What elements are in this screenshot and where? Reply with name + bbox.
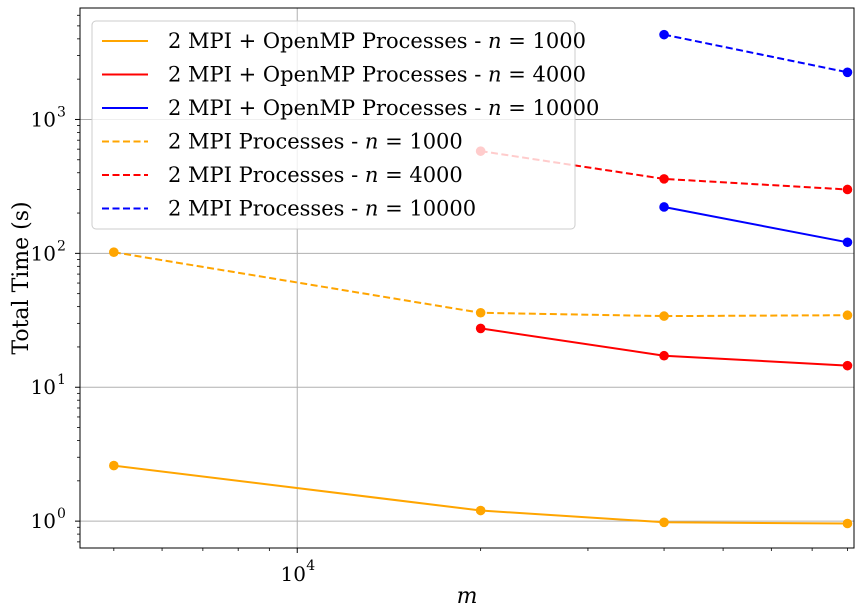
series-4 [109, 247, 853, 321]
y-axis-label: Total Time (s) [9, 201, 34, 354]
data-point [842, 518, 853, 529]
data-point [842, 310, 853, 321]
y-tick-label: 10 [31, 241, 56, 265]
data-point [659, 174, 669, 184]
data-point [842, 67, 853, 78]
data-point [475, 307, 486, 318]
data-point [659, 29, 669, 40]
x-tick-label: 10 [281, 562, 306, 586]
series-line [113, 251, 848, 318]
legend-label: 2 MPI + OpenMP Processes - n = 4000 [168, 63, 586, 87]
legend: 2 MPI + OpenMP Processes - n = 1000 2 MPI… [91, 20, 599, 230]
series-line [113, 464, 848, 525]
y-tick-exponent: 0 [57, 506, 66, 522]
x-axis-label: m [457, 584, 478, 609]
data-point [659, 202, 669, 212]
y-tick-exponent: 2 [57, 238, 66, 254]
legend-label: 2 MPI Processes - n = 4000 [168, 163, 463, 187]
series-1 [109, 460, 853, 529]
y-tick-label: 10 [31, 375, 56, 399]
legend-frame [91, 20, 576, 230]
series-line [663, 206, 848, 244]
series-layer [109, 29, 853, 529]
plot-frame [79, 7, 855, 549]
series-6 [659, 29, 853, 78]
data-point [842, 360, 853, 371]
y-tick-exponent: 3 [57, 104, 66, 120]
series-2 [475, 323, 853, 371]
legend-label: 2 MPI + OpenMP Processes - n = 1000 [168, 29, 586, 53]
y-tick-label: 10 [31, 107, 56, 131]
legend-label: 2 MPI Processes - n = 1000 [168, 130, 463, 154]
legend-label: 2 MPI Processes - n = 10000 [168, 197, 476, 221]
data-point [659, 517, 669, 528]
data-point [475, 505, 486, 516]
data-point [475, 323, 486, 334]
data-point [659, 311, 669, 321]
y-tick-exponent: 1 [57, 372, 66, 388]
series-line [663, 33, 848, 74]
data-point [842, 184, 853, 195]
data-point [109, 460, 119, 471]
legend-label: 2 MPI + OpenMP Processes - n = 10000 [168, 96, 599, 120]
data-point [659, 350, 669, 361]
y-tick-label: 10 [31, 509, 56, 533]
x-tick-exponent: 4 [306, 558, 315, 574]
data-point [109, 247, 119, 258]
series-3 [659, 202, 853, 248]
series-line [480, 150, 848, 191]
data-point [842, 237, 853, 248]
